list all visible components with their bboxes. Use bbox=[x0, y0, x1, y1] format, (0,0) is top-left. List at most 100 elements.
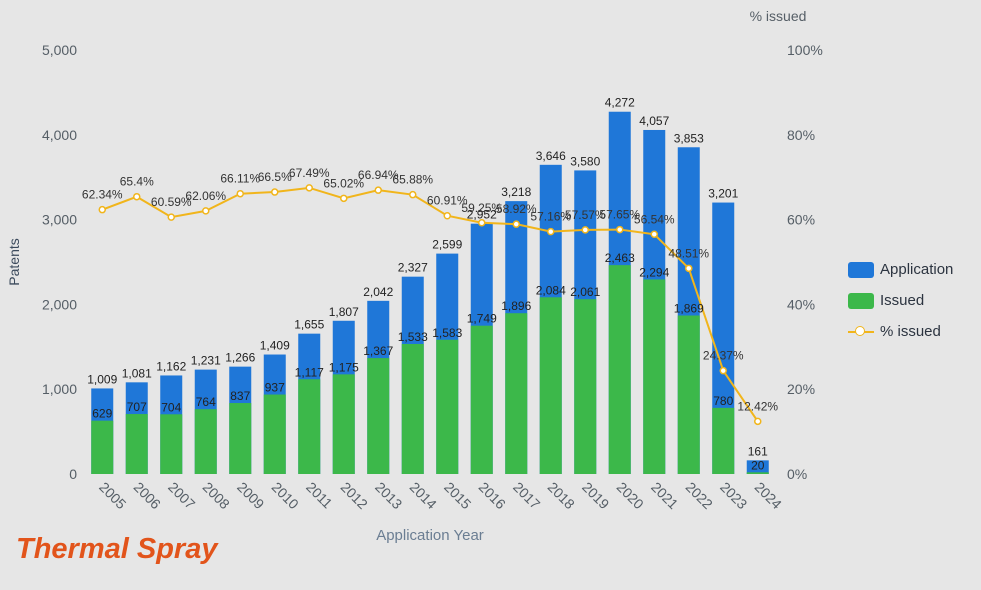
percent-issued-value-label: 65.02% bbox=[323, 176, 364, 190]
bar-application-2024[interactable] bbox=[746, 460, 769, 474]
bar-issued-2005[interactable] bbox=[91, 420, 114, 474]
y-tick-label: 1,000 bbox=[42, 381, 77, 397]
bar-issued-2023[interactable] bbox=[712, 407, 735, 474]
bar-issued-2019[interactable] bbox=[574, 299, 597, 474]
application-swatch bbox=[848, 261, 874, 278]
percent-issued-point-2007[interactable] bbox=[167, 213, 175, 221]
percent-issued-value-label: 60.59% bbox=[151, 195, 192, 209]
percent-issued-point-2005[interactable] bbox=[98, 205, 106, 214]
percent-issued-point-2012[interactable] bbox=[340, 194, 348, 203]
x-tick-label: 2015 bbox=[441, 479, 474, 512]
application-value-label: 1,409 bbox=[260, 339, 290, 353]
percent-issued-point-2016[interactable] bbox=[478, 219, 486, 227]
bar-issued-2006[interactable] bbox=[125, 414, 148, 474]
x-tick-label: 2010 bbox=[269, 479, 302, 512]
bar-issued-2013[interactable] bbox=[367, 358, 390, 474]
percent-issued-point-2006[interactable] bbox=[133, 192, 141, 201]
percent-issued-value-label: 66.11% bbox=[220, 172, 260, 186]
percent-issued-point-2023[interactable] bbox=[719, 366, 727, 375]
x-tick-label: 2021 bbox=[648, 479, 681, 512]
issued-value-label: 1,117 bbox=[295, 365, 324, 379]
percent-issued-point-2018[interactable] bbox=[547, 227, 555, 236]
x-tick-label: 2018 bbox=[545, 479, 578, 512]
percent-issued-point-2010[interactable] bbox=[271, 188, 279, 196]
issued-value-label: 764 bbox=[196, 395, 216, 409]
application-value-label: 3,853 bbox=[674, 131, 704, 145]
issued-value-label: 1,367 bbox=[363, 344, 393, 358]
bar-issued-2010[interactable] bbox=[263, 394, 286, 474]
application-value-label: 3,218 bbox=[501, 185, 531, 199]
issued-value-label: 780 bbox=[713, 394, 733, 408]
legend-item-application[interactable]: Application bbox=[848, 254, 953, 285]
bar-issued-2022[interactable] bbox=[677, 315, 700, 474]
percent-issued-point-2009[interactable] bbox=[236, 189, 244, 198]
x-tick-label: 2005 bbox=[96, 479, 129, 512]
issued-value-label: 704 bbox=[161, 400, 181, 414]
application-value-label: 1,231 bbox=[191, 354, 221, 368]
bar-issued-2017[interactable] bbox=[505, 313, 528, 474]
bar-issued-2009[interactable] bbox=[229, 403, 252, 474]
legend-label-issued: Issued bbox=[880, 292, 925, 309]
bar-issued-2011[interactable] bbox=[298, 379, 321, 474]
percent-issued-value-label: 66.5% bbox=[258, 170, 292, 184]
percent-issued-point-2014[interactable] bbox=[409, 190, 417, 199]
bar-issued-2020[interactable] bbox=[608, 265, 631, 474]
x-tick-label: 2007 bbox=[165, 479, 198, 512]
x-tick-label: 2020 bbox=[614, 479, 647, 512]
issued-value-label: 1,533 bbox=[398, 330, 428, 344]
bar-issued-2016[interactable] bbox=[470, 325, 493, 474]
y2-tick-label: 0% bbox=[787, 466, 807, 482]
y-tick-label: 2,000 bbox=[42, 296, 77, 312]
percent-issued-point-2024[interactable] bbox=[754, 417, 762, 426]
y2-tick-label: 100% bbox=[787, 42, 823, 58]
bar-issued-2024[interactable] bbox=[746, 472, 769, 474]
x-tick-label: 2017 bbox=[510, 479, 543, 512]
bar-issued-2008[interactable] bbox=[194, 409, 217, 474]
percent-issued-point-2020[interactable] bbox=[616, 225, 624, 234]
percent-issued-swatch bbox=[848, 324, 874, 340]
percent-issued-point-2015[interactable] bbox=[443, 211, 451, 220]
legend: Application Issued % issued bbox=[848, 254, 953, 347]
application-value-label: 2,599 bbox=[432, 238, 462, 252]
issued-value-label: 1,749 bbox=[467, 312, 497, 326]
x-tick-label: 2006 bbox=[131, 479, 164, 512]
application-value-label: 161 bbox=[748, 444, 768, 458]
issued-value-label: 1,583 bbox=[432, 326, 462, 340]
issued-value-label: 1,869 bbox=[674, 302, 704, 316]
bar-issued-2015[interactable] bbox=[436, 339, 459, 474]
application-value-label: 2,327 bbox=[398, 261, 428, 275]
legend-item-issued[interactable]: Issued bbox=[848, 285, 953, 316]
legend-item-percent-issued[interactable]: % issued bbox=[848, 316, 953, 347]
percent-issued-value-label: 24.37% bbox=[703, 349, 744, 363]
x-tick-label: 2019 bbox=[579, 479, 612, 512]
x-tick-label: 2024 bbox=[752, 479, 785, 512]
x-tick-label: 2008 bbox=[200, 479, 233, 512]
percent-issued-value-label: 57.16% bbox=[530, 210, 571, 224]
x-tick-label: 2011 bbox=[303, 479, 336, 512]
percent-issued-value-label: 58.92% bbox=[496, 202, 537, 216]
percent-issued-point-2021[interactable] bbox=[650, 230, 658, 239]
percent-issued-point-2022[interactable] bbox=[685, 264, 693, 273]
application-value-label: 4,272 bbox=[605, 96, 635, 110]
percent-issued-value-label: 65.88% bbox=[392, 173, 433, 187]
issued-swatch bbox=[848, 292, 874, 309]
x-tick-label: 2013 bbox=[372, 479, 405, 512]
issued-value-label: 2,084 bbox=[536, 283, 566, 297]
application-value-label: 1,162 bbox=[156, 359, 186, 373]
percent-issued-value-label: 56.54% bbox=[634, 212, 675, 226]
percent-issued-point-2017[interactable] bbox=[512, 220, 520, 228]
percent-issued-point-2011[interactable] bbox=[305, 184, 313, 192]
bar-issued-2021[interactable] bbox=[643, 279, 666, 474]
percent-issued-value-label: 57.65% bbox=[599, 208, 640, 222]
bar-issued-2007[interactable] bbox=[160, 414, 183, 474]
y2-tick-label: 20% bbox=[787, 381, 815, 397]
bar-application-2023[interactable] bbox=[712, 202, 735, 474]
percent-issued-point-2019[interactable] bbox=[581, 226, 589, 234]
percent-issued-point-2008[interactable] bbox=[202, 207, 210, 215]
bar-issued-2014[interactable] bbox=[401, 344, 424, 474]
bar-issued-2018[interactable] bbox=[539, 297, 562, 474]
issued-value-label: 707 bbox=[127, 400, 147, 414]
percent-issued-point-2013[interactable] bbox=[374, 186, 382, 194]
bar-issued-2012[interactable] bbox=[332, 374, 355, 474]
application-value-label: 3,201 bbox=[708, 187, 738, 201]
